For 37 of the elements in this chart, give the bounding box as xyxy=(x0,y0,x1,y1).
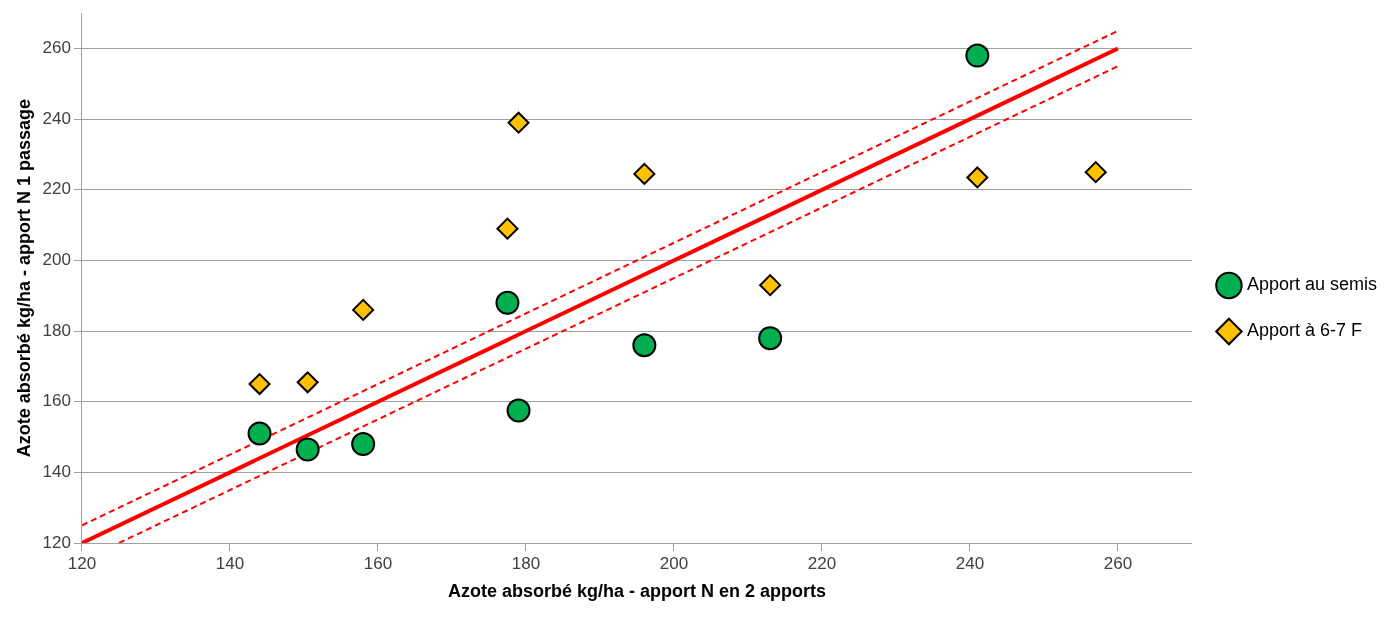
point xyxy=(632,333,657,358)
x-tick-label: 200 xyxy=(659,553,689,573)
x-tick-label: 180 xyxy=(511,553,541,573)
y-tick-label: 220 xyxy=(42,179,71,199)
point xyxy=(759,274,782,297)
point xyxy=(1084,161,1107,184)
y-tick-label: 260 xyxy=(42,38,71,58)
point xyxy=(352,298,375,321)
y-tick-label: 200 xyxy=(42,250,71,270)
y-tick-label: 140 xyxy=(42,462,71,482)
y-axis-title: Azote absorbé kg/ha - apport N 1 passage xyxy=(13,99,34,458)
legend-label: Apport à 6-7 F xyxy=(1246,320,1362,341)
point xyxy=(496,217,519,240)
legend-label: Apport au semis xyxy=(1246,274,1377,295)
point xyxy=(758,326,783,351)
point xyxy=(351,432,376,457)
x-tick-label: 160 xyxy=(363,553,393,573)
point xyxy=(966,166,989,189)
x-tick-label: 240 xyxy=(955,553,985,573)
x-tick-label: 120 xyxy=(67,553,97,573)
point xyxy=(295,437,320,462)
y-tick-label: 240 xyxy=(42,108,71,128)
point xyxy=(965,43,990,68)
point xyxy=(633,162,656,185)
x-tick-label: 140 xyxy=(215,553,245,573)
y-tick-label: 120 xyxy=(42,532,71,552)
point xyxy=(296,371,319,394)
x-tick-label: 220 xyxy=(807,553,837,573)
point xyxy=(495,290,520,315)
x-axis-title: Azote absorbé kg/ha - apport N en 2 apports xyxy=(447,581,826,602)
x-tick-label: 260 xyxy=(1103,553,1133,573)
y-tick-label: 160 xyxy=(42,391,71,411)
point xyxy=(507,111,530,134)
point xyxy=(247,421,272,446)
point xyxy=(506,398,531,423)
y-tick-label: 180 xyxy=(42,320,71,340)
point xyxy=(248,373,271,396)
